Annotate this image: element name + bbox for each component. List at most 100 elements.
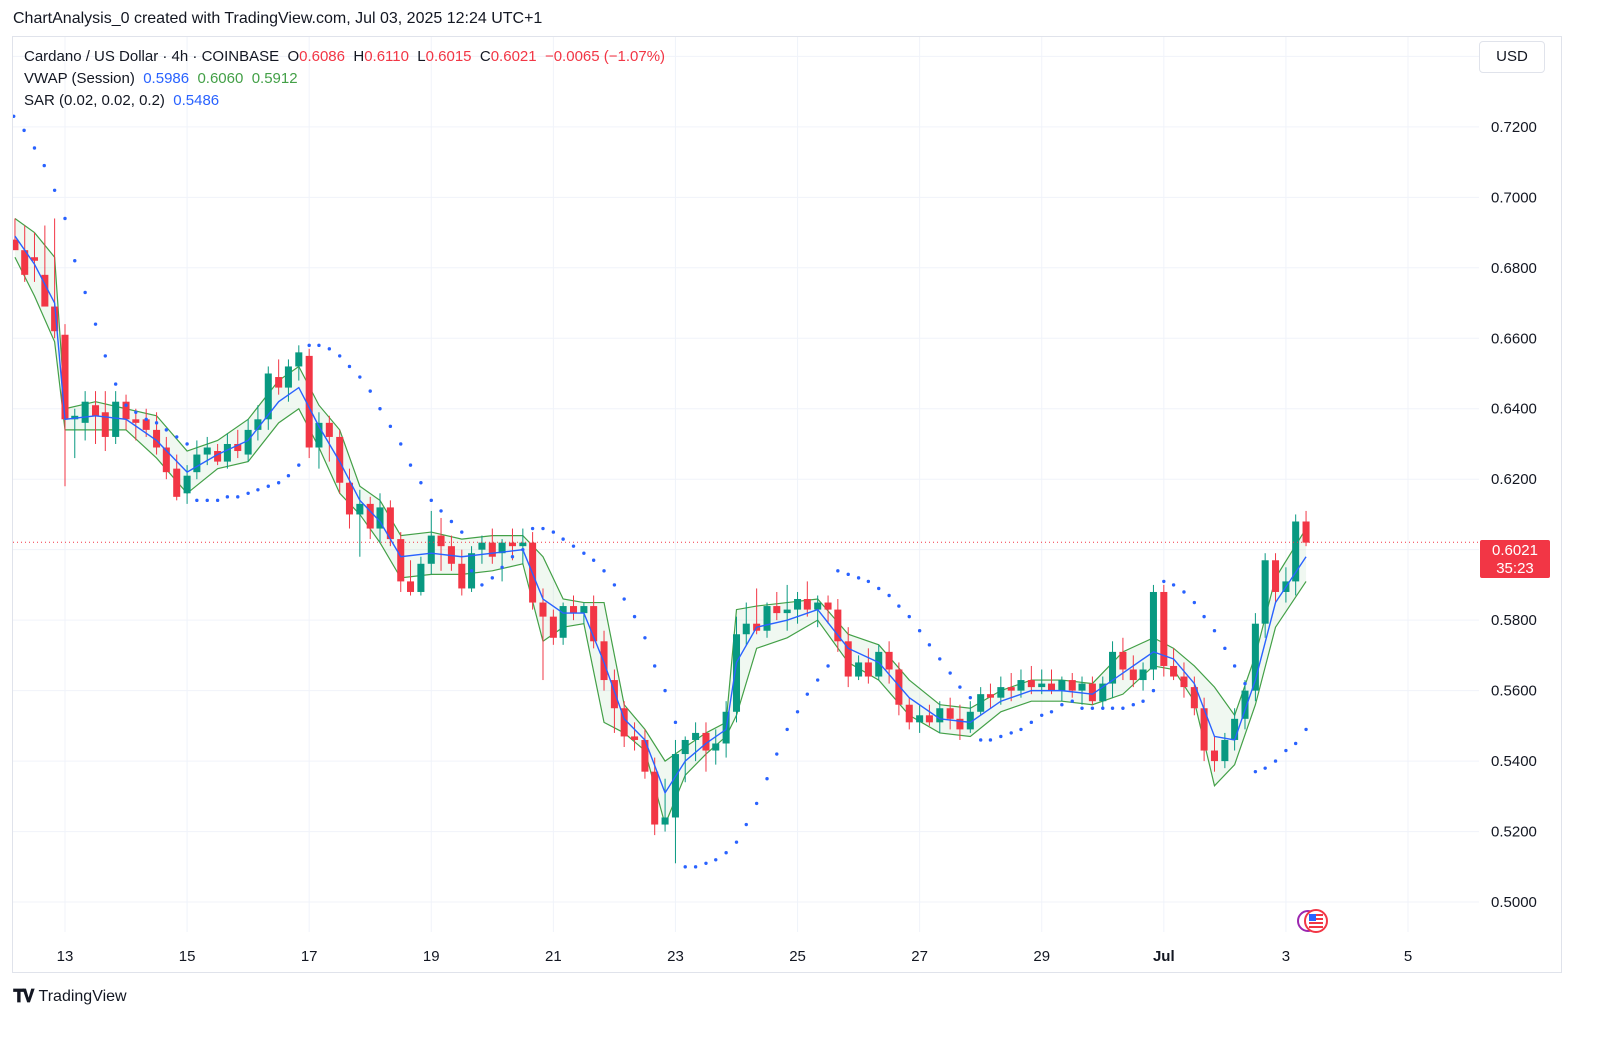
candle-body — [1088, 683, 1096, 702]
candle-body — [671, 754, 679, 818]
sar-dot — [378, 407, 382, 411]
candle-body — [1210, 750, 1219, 762]
legend-vwap-upper: 0.6060 — [197, 70, 244, 87]
candle-body — [142, 419, 150, 430]
y-tick-label: 0.5200 — [1491, 824, 1537, 841]
candle-body — [153, 429, 161, 448]
sar-dot — [683, 865, 687, 869]
x-tick-label: 17 — [301, 948, 318, 965]
sar-dot — [938, 657, 942, 661]
vwap-lower-band-line — [14, 256, 1307, 827]
price-chart[interactable]: 0.50000.52000.54000.56000.58000.60000.62… — [13, 37, 1561, 972]
sar-dot — [856, 576, 861, 580]
x-tick-label: 25 — [789, 948, 806, 965]
sar-dot — [1110, 706, 1115, 710]
sar-dot — [1090, 706, 1095, 710]
sar-dot — [246, 491, 250, 496]
legend-sar-label[interactable]: SAR (0.02, 0.02, 0.2) — [24, 92, 165, 109]
sar-dot — [602, 569, 606, 573]
candle-body — [92, 405, 100, 416]
sar-dot — [632, 614, 637, 619]
x-tick-label: 21 — [545, 948, 562, 965]
sar-dot — [1040, 713, 1044, 717]
sar-dot — [429, 498, 433, 503]
candle-body — [41, 274, 49, 307]
candle-body — [580, 606, 588, 614]
candle-body — [1272, 560, 1280, 592]
sar-dot — [1182, 590, 1186, 594]
candle-body — [651, 771, 659, 825]
candle-body — [284, 366, 292, 388]
legend-vwap-label[interactable]: VWAP (Session) — [24, 70, 135, 87]
candle-body — [30, 257, 38, 261]
candle-body — [783, 609, 791, 614]
sar-dot — [113, 382, 118, 386]
candle-body — [1038, 683, 1046, 688]
sar-dot — [388, 424, 393, 429]
candle-body — [397, 539, 405, 582]
sar-dot — [1171, 583, 1176, 587]
x-tick-label: 15 — [179, 948, 196, 965]
sar-dot — [338, 354, 342, 358]
candle-body — [1109, 651, 1117, 684]
candle-body — [1221, 739, 1229, 762]
sar-dot — [948, 671, 952, 675]
sar-dot — [286, 473, 291, 478]
candle-body — [834, 609, 842, 642]
candle-body — [763, 606, 771, 631]
sar-dot — [32, 146, 37, 150]
bar-countdown: 35:23 — [1496, 560, 1534, 577]
sar-dot — [521, 547, 525, 552]
sar-dot — [1192, 600, 1197, 605]
sar-dot — [663, 688, 667, 693]
candle-body — [732, 634, 741, 712]
candle-body — [1058, 680, 1066, 691]
candle-body — [549, 616, 557, 638]
us-flag-icon[interactable] — [1296, 906, 1332, 936]
sar-dot — [358, 375, 362, 379]
chart-frame[interactable]: 0.50000.52000.54000.56000.58000.60000.62… — [12, 36, 1562, 973]
candle-body — [569, 606, 578, 614]
candle-body — [1180, 676, 1188, 688]
sar-dot — [347, 364, 352, 369]
sar-dot — [368, 389, 372, 393]
candle-body — [458, 563, 466, 589]
candle-body — [641, 739, 649, 772]
sar-dot — [134, 410, 138, 414]
candle-body — [559, 606, 567, 638]
sar-dot — [73, 259, 77, 263]
sar-dot — [591, 558, 596, 562]
sar-dot — [500, 565, 504, 570]
x-tick-label: Jul — [1153, 948, 1175, 965]
sar-dot — [714, 858, 718, 862]
candle-body — [905, 704, 913, 723]
candle-body — [295, 352, 303, 367]
sar-dot — [836, 569, 840, 573]
x-tick-label: 23 — [667, 948, 684, 965]
candle-body — [132, 419, 140, 423]
sar-dot — [63, 216, 67, 221]
legend-symbol[interactable]: Cardano / US Dollar · 4h · COINBASE — [24, 48, 280, 65]
candle-body — [620, 708, 628, 737]
candle-body — [101, 412, 109, 437]
legend-open: 0.6086 — [299, 48, 345, 65]
candle-body — [173, 468, 181, 497]
candle-body — [916, 715, 924, 723]
sar-dot — [1049, 710, 1054, 714]
candle-body — [122, 401, 130, 420]
candle-body — [855, 662, 863, 677]
candle-body — [1017, 680, 1025, 691]
candle-body — [508, 542, 516, 547]
vwap-band-fill — [14, 218, 1307, 825]
tradingview-logo[interactable]: 𝐓𝐕 TradingView — [13, 986, 127, 1007]
sar-dot — [164, 428, 169, 432]
y-tick-label: 0.5800 — [1491, 612, 1537, 629]
y-tick-label: 0.7000 — [1491, 189, 1537, 206]
candle-body — [162, 447, 170, 473]
currency-button[interactable]: USD — [1479, 41, 1545, 73]
candle-body — [1078, 683, 1086, 691]
candle-body — [712, 743, 720, 751]
candle-body — [61, 334, 69, 420]
sar-dot — [1162, 579, 1166, 584]
sar-dot — [1223, 646, 1227, 651]
